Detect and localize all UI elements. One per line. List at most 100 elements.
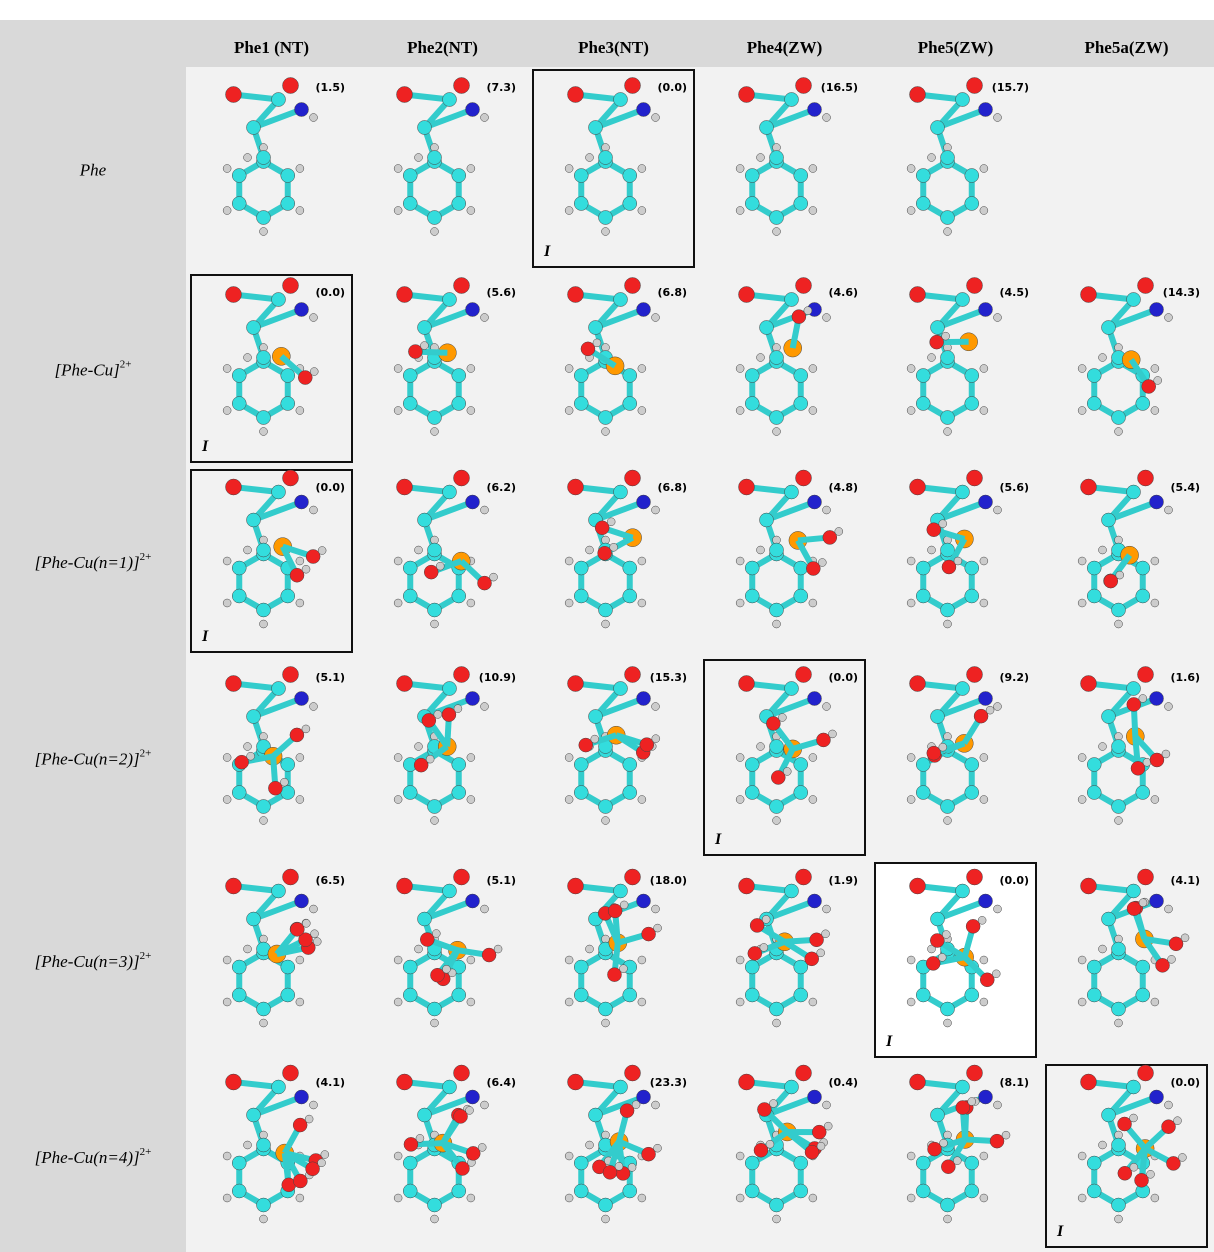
atom	[943, 619, 952, 629]
atom	[256, 410, 271, 425]
atom	[1114, 619, 1123, 629]
atom	[465, 494, 480, 510]
atom	[420, 341, 429, 350]
atom	[396, 877, 413, 895]
row-label-base: [Phe-Cu]	[55, 361, 120, 380]
atom	[793, 785, 808, 800]
atom	[1087, 368, 1102, 383]
atom	[822, 530, 838, 545]
atom	[1126, 883, 1141, 899]
atom	[567, 877, 584, 895]
label-column	[0, 20, 186, 1252]
atom	[641, 1146, 656, 1162]
bond	[765, 499, 816, 523]
atom	[393, 997, 403, 1007]
atom	[1135, 560, 1150, 576]
row-label-sup: 2+	[140, 950, 152, 962]
row-label-base: [Phe-Cu(n=2)]	[35, 750, 140, 769]
atom	[453, 77, 470, 94]
atom	[1146, 1170, 1155, 1179]
atom	[403, 168, 418, 183]
atom	[271, 1079, 286, 1095]
atom	[745, 987, 760, 1003]
atom	[295, 206, 305, 215]
energy-label: (1.6)	[1170, 671, 1200, 684]
atom	[637, 795, 647, 804]
bond	[1107, 306, 1158, 331]
atom	[225, 877, 242, 895]
atom	[294, 691, 309, 706]
atom	[598, 150, 613, 165]
atom	[567, 1073, 584, 1091]
atom	[480, 505, 489, 515]
atom	[916, 1155, 931, 1171]
atom	[466, 598, 476, 608]
atom	[1077, 598, 1087, 608]
atom	[966, 1064, 983, 1082]
atom	[978, 302, 993, 317]
atom	[1137, 1064, 1154, 1082]
atom	[1087, 987, 1102, 1003]
row-label: Phe	[79, 161, 107, 180]
atom	[294, 102, 309, 117]
atom	[246, 911, 261, 927]
atom	[280, 196, 295, 211]
atom	[964, 1183, 979, 1199]
atom	[993, 505, 1002, 515]
atom	[417, 911, 432, 927]
atom	[393, 795, 403, 804]
atom	[567, 86, 584, 103]
atom	[295, 598, 305, 608]
atom	[614, 1162, 624, 1171]
atom	[564, 406, 574, 415]
atom	[822, 1100, 831, 1110]
atom	[256, 350, 271, 365]
atom	[1077, 795, 1087, 804]
molecule	[393, 868, 503, 1028]
atom	[403, 785, 418, 800]
atom	[1101, 709, 1116, 724]
atom	[619, 1103, 635, 1118]
atom	[393, 364, 403, 373]
atom	[624, 868, 641, 886]
atom	[601, 1214, 610, 1224]
atom	[745, 560, 760, 576]
energy-label: (6.2)	[486, 481, 516, 494]
molecule	[393, 469, 498, 629]
atom	[651, 505, 660, 515]
atom	[1101, 911, 1116, 927]
atom	[940, 602, 955, 618]
atom	[590, 734, 600, 744]
atom	[403, 560, 418, 576]
atom	[1135, 588, 1150, 604]
atom	[772, 227, 781, 236]
bond	[252, 499, 303, 523]
atom	[756, 353, 765, 362]
atom	[433, 710, 443, 719]
atom	[793, 588, 808, 604]
atom	[793, 1155, 808, 1171]
molecule	[1077, 469, 1173, 629]
atom	[403, 1137, 419, 1152]
atom	[280, 168, 295, 183]
atom	[317, 546, 327, 555]
atom	[1126, 292, 1141, 307]
atom	[305, 1161, 320, 1177]
atom	[784, 92, 799, 107]
atom	[271, 883, 286, 899]
atom	[955, 1079, 970, 1095]
atom	[1167, 955, 1176, 964]
atom	[822, 505, 831, 515]
atom	[567, 675, 584, 692]
atom	[432, 929, 441, 938]
atom	[941, 559, 957, 575]
atom	[1150, 406, 1160, 415]
atom	[442, 292, 457, 307]
atom	[282, 277, 299, 294]
atom	[256, 602, 271, 618]
bond	[936, 898, 987, 922]
atom	[1087, 1155, 1102, 1171]
atom	[259, 1214, 268, 1224]
atom	[772, 427, 781, 436]
atom	[309, 1100, 318, 1110]
